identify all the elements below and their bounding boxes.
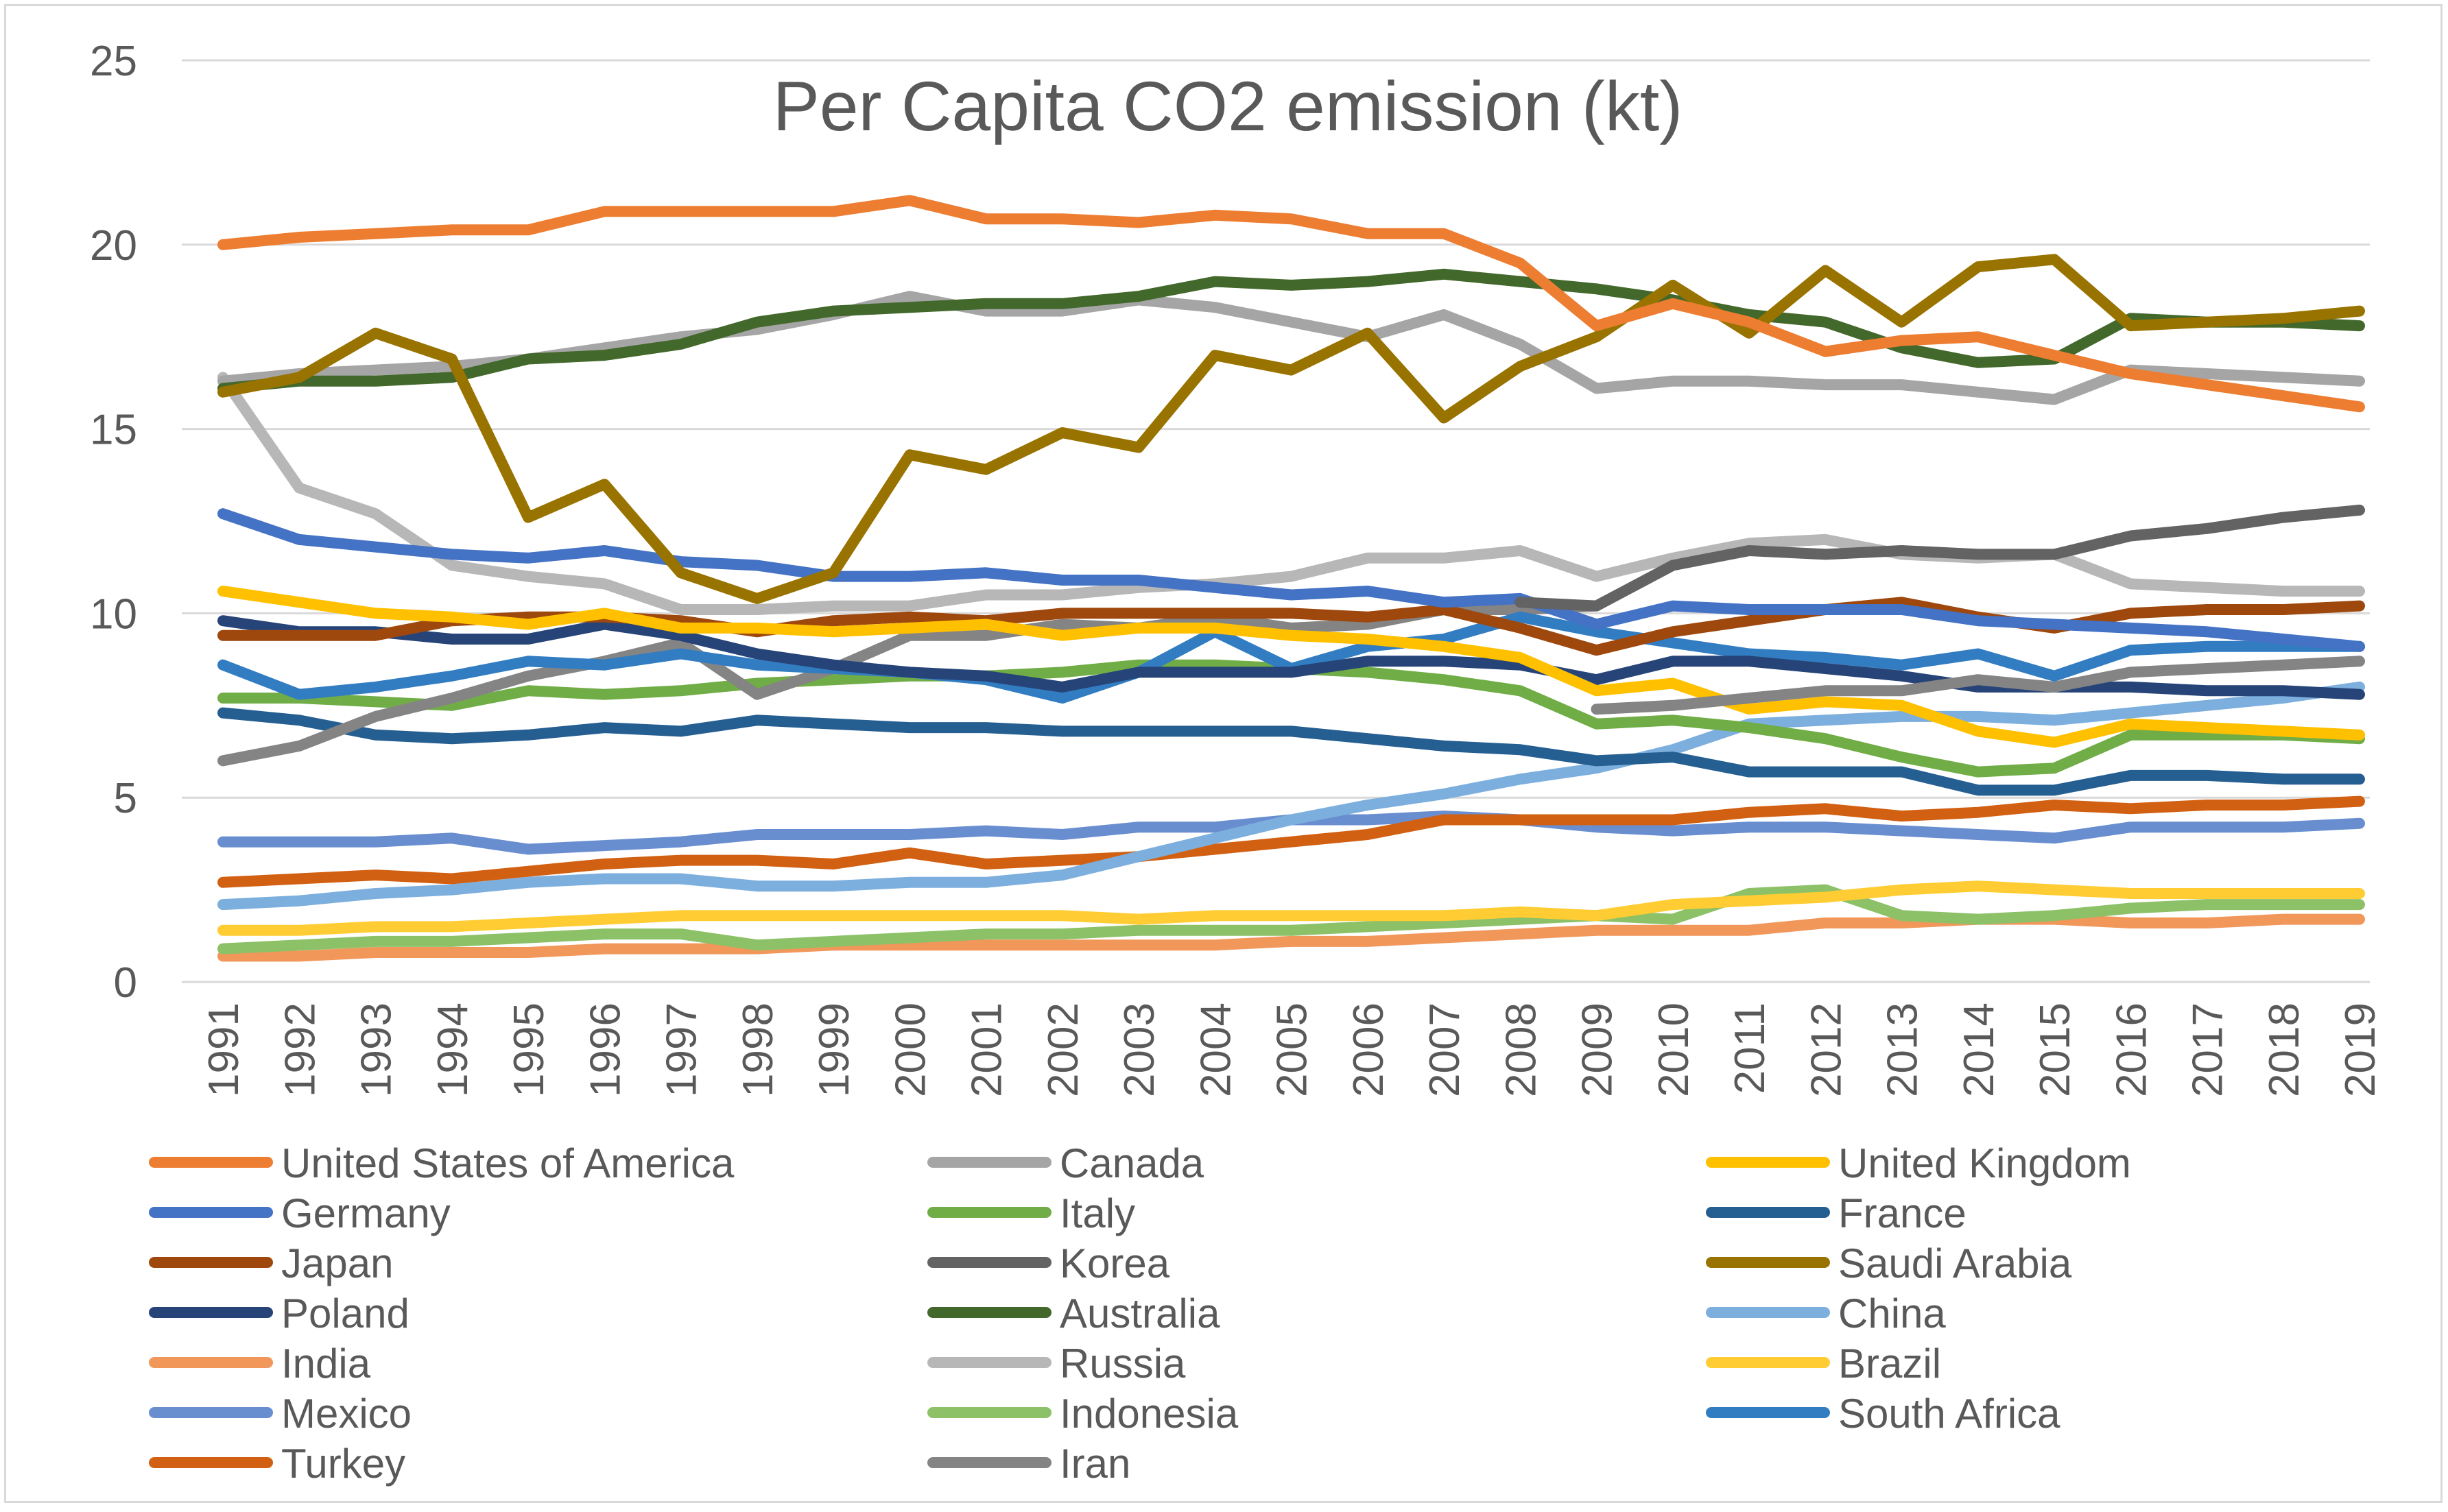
x-tick-label: 2006: [1345, 1003, 1392, 1097]
x-tick-label: 2014: [1956, 1003, 2003, 1097]
x-tick-label: 2017: [2185, 1003, 2232, 1097]
y-tick-label: 0: [114, 959, 137, 1007]
x-tick-label: 1993: [353, 1003, 401, 1097]
series-line-united-states-of-america: [217, 195, 2365, 413]
x-tick-label: 2015: [2032, 1003, 2079, 1097]
x-tick-label: 2013: [1879, 1003, 1927, 1097]
series-line-germany: [217, 508, 2365, 652]
legend-label: South Africa: [1838, 1391, 2060, 1437]
series-line-france: [217, 707, 2365, 796]
series-line-korea: [1514, 504, 2365, 612]
series-line-iran: [217, 600, 1602, 767]
chart-title: Per Capita CO2 emission (kt): [773, 67, 1683, 145]
x-tick-label: 2000: [887, 1003, 934, 1097]
series-line-brazil: [217, 880, 2365, 936]
x-tick-label: 2012: [1803, 1003, 1850, 1097]
x-tick-label: 2011: [1726, 1003, 1774, 1094]
chart-border: [4, 4, 2443, 1503]
series-lines: [217, 195, 2365, 962]
x-tick-label: 2005: [1269, 1003, 1316, 1097]
x-tick-label: 2019: [2337, 1003, 2384, 1097]
x-tick-label: 1997: [658, 1003, 706, 1097]
y-tick-label: 15: [90, 407, 137, 454]
series-line-australia: [217, 268, 2365, 394]
legend-label: China: [1838, 1291, 1946, 1336]
x-tick-label: 2001: [964, 1003, 1011, 1097]
series-line-indonesia: [217, 884, 2365, 955]
legend-label: Japan: [281, 1240, 393, 1286]
y-tick-label: 25: [90, 38, 137, 85]
legend-label: Poland: [281, 1291, 409, 1336]
x-tick-label: 2008: [1497, 1003, 1545, 1097]
legend-label: Canada: [1060, 1140, 1204, 1186]
series-line-united-kingdom: [217, 586, 2365, 748]
x-tick-label: 2003: [1116, 1003, 1163, 1097]
legend-label: France: [1838, 1190, 1966, 1236]
x-tick-label: 1996: [582, 1003, 629, 1097]
legend-label: Saudi Arabia: [1838, 1240, 2072, 1286]
legend-label: United Kingdom: [1838, 1140, 2131, 1186]
legend-label: Indonesia: [1060, 1391, 1239, 1437]
x-axis-ticks: 1991 1992 1993 1994 1995 1996 1997 1998 1999 2000…: [200, 1003, 2384, 1097]
y-tick-label: 5: [114, 775, 137, 822]
legend-label: Iran: [1060, 1441, 1130, 1487]
legend-label: Germany: [281, 1190, 451, 1236]
x-tick-label: 1999: [811, 1003, 858, 1097]
legend-label: Turkey: [281, 1441, 405, 1487]
legend-label: Australia: [1060, 1291, 1220, 1336]
legend-label: India: [281, 1341, 371, 1387]
legend-label: United States of America: [281, 1140, 735, 1186]
x-tick-label: 2002: [1040, 1003, 1087, 1097]
series-line-turkey: [217, 795, 2365, 888]
x-tick-label: 2016: [2108, 1003, 2155, 1097]
y-tick-label: 10: [90, 590, 137, 638]
legend-label: Brazil: [1838, 1341, 1941, 1387]
x-tick-label: 1994: [429, 1003, 477, 1097]
x-tick-label: 2004: [1192, 1003, 1239, 1097]
x-tick-label: 2009: [1574, 1003, 1621, 1097]
x-tick-label: 2010: [1650, 1003, 1698, 1097]
y-axis-ticks: 0 5 10 15 20 25: [90, 38, 137, 1007]
x-tick-label: 2018: [2261, 1003, 2308, 1097]
legend: United States of America Canada United Kin…: [149, 1140, 2131, 1487]
x-tick-label: 1998: [735, 1003, 782, 1097]
legend-label: Russia: [1060, 1341, 1186, 1387]
series-line-iran-cont: [1591, 656, 2365, 715]
legend-label: Korea: [1060, 1240, 1170, 1286]
x-tick-label: 1992: [276, 1003, 324, 1097]
legend-label: Mexico: [281, 1391, 412, 1437]
series-line-china: [217, 681, 2365, 911]
x-tick-label: 2007: [1421, 1003, 1469, 1097]
y-tick-label: 20: [90, 222, 137, 269]
series-line-saudi-arabia: [217, 254, 2365, 604]
x-tick-label: 1995: [506, 1003, 553, 1097]
legend-label: Italy: [1060, 1190, 1135, 1236]
x-tick-label: 1991: [200, 1003, 248, 1097]
